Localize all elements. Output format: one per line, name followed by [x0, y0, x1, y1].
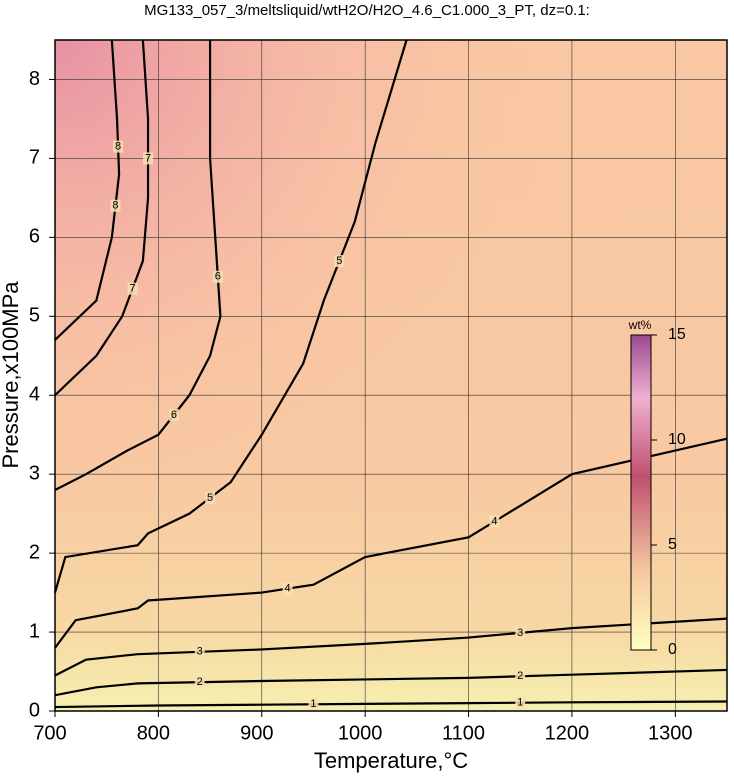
y-tick-label: 3: [29, 462, 40, 484]
contour-label: 6: [215, 271, 221, 283]
contour-label: 2: [517, 670, 523, 682]
contour-label: 1: [310, 698, 316, 710]
y-axis-label: Pressure,x100MPa: [0, 281, 23, 469]
x-tick-label: 1000: [338, 722, 383, 744]
colorbar-label: wt%: [628, 318, 652, 332]
contour-line: [54, 617, 728, 677]
x-tick-label: 1300: [648, 722, 693, 744]
contour-label: 4: [285, 583, 291, 595]
contour-label-bg: [308, 698, 319, 711]
plot-shading: [55, 40, 727, 711]
contour-label-bg: [194, 676, 205, 689]
contour-label-bg: [113, 140, 124, 153]
contour-label: 8: [112, 200, 118, 212]
y-tick-label: 6: [29, 226, 40, 248]
y-tick-label: 4: [29, 384, 40, 406]
contour-label-bg: [168, 408, 179, 421]
x-tick-label: 1100: [442, 722, 485, 744]
x-axis-label: Temperature,°C: [314, 748, 468, 773]
colorbar-tick-label: 10: [668, 431, 686, 448]
contour-label: 2: [197, 676, 203, 688]
contour-label-bg: [127, 282, 138, 295]
x-tick-label: 1200: [545, 722, 590, 744]
contour-line: [54, 437, 728, 649]
contour-line: [54, 668, 728, 697]
contour-label-bg: [282, 582, 293, 595]
contour-label: 4: [491, 515, 497, 527]
plot-frame: [54, 39, 728, 712]
contour-label: 1: [517, 697, 523, 709]
x-tick-label: 700: [33, 722, 66, 744]
colorbar: [630, 334, 652, 651]
contour-label: 7: [145, 152, 151, 164]
y-tick-label: 5: [29, 305, 40, 327]
contour-label-bg: [110, 199, 121, 212]
contour-line: [54, 40, 222, 491]
contour-label-bg: [334, 255, 345, 268]
x-tick-label: 800: [137, 722, 170, 744]
contour-label: 7: [129, 283, 135, 295]
contour-line: [54, 700, 728, 709]
contour-label: 5: [336, 255, 342, 267]
contour-label: 5: [207, 492, 213, 504]
contour-label-bg: [212, 270, 223, 283]
contour-label-bg: [515, 670, 526, 683]
contour-line: [54, 39, 150, 397]
colorbar-tick-label: 5: [668, 536, 677, 553]
y-tick-label: 0: [29, 699, 40, 721]
y-tick-label: 8: [29, 68, 40, 90]
contour-label-bg: [143, 152, 154, 165]
contour-label-bg: [515, 696, 526, 709]
y-tick-label: 7: [29, 147, 40, 169]
colorbar-tick-label: 0: [668, 641, 677, 658]
contour-label: 6: [171, 409, 177, 421]
chart-title: MG133_057_3/meltsliquid/wtH2O/H2O_4.6_C1…: [144, 2, 590, 19]
y-tick-label: 2: [29, 541, 40, 563]
contour-label-bg: [205, 491, 216, 504]
contour-label-bg: [194, 645, 205, 658]
contour-label: 3: [197, 646, 203, 658]
contour-label-bg: [515, 626, 526, 639]
y-tick-label: 1: [29, 620, 40, 642]
contour-label: 8: [115, 140, 121, 152]
colorbar-tick-label: 15: [668, 326, 686, 343]
contour-label-bg: [489, 515, 500, 528]
contour-label: 3: [517, 627, 523, 639]
x-tick-label: 900: [240, 722, 273, 744]
contour-line: [53, 39, 408, 593]
